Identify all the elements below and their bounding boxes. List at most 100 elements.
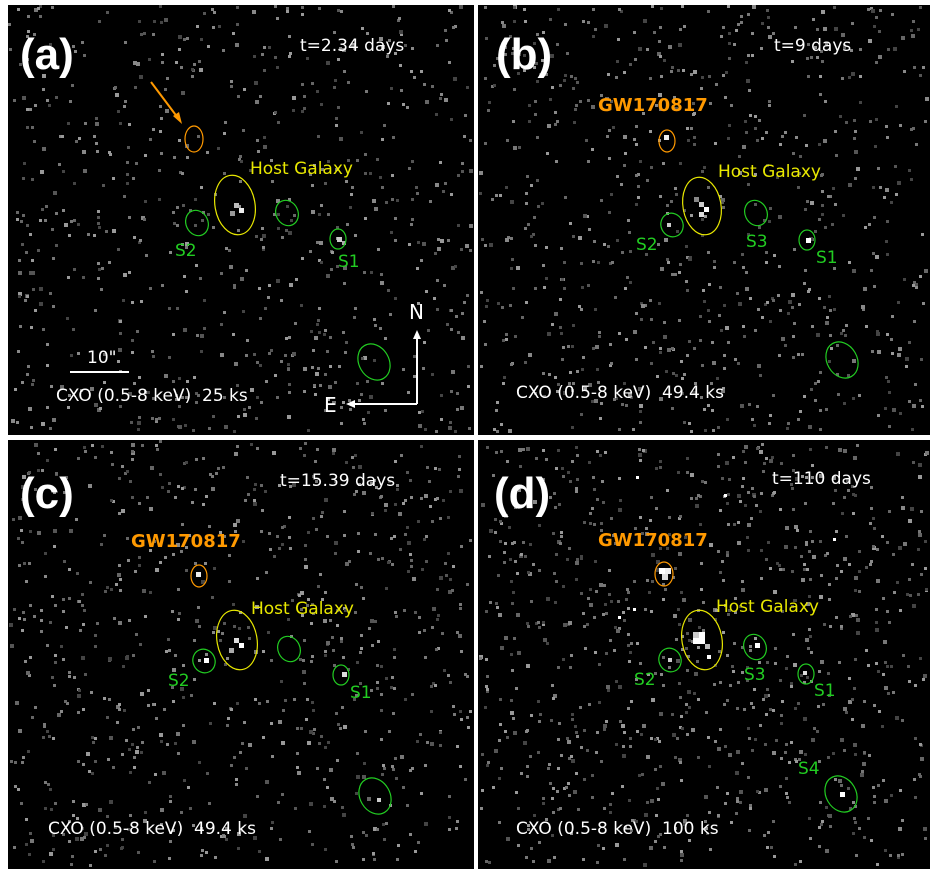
- noise-pixel: [243, 413, 247, 417]
- noise-pixel: [22, 177, 25, 180]
- noise-pixel: [562, 658, 565, 661]
- noise-pixel: [608, 129, 611, 132]
- noise-pixel: [535, 622, 538, 625]
- noise-pixel: [504, 636, 508, 640]
- noise-pixel: [60, 710, 63, 713]
- noise-pixel: [917, 28, 920, 31]
- noise-pixel: [640, 318, 643, 321]
- noise-pixel: [336, 226, 339, 229]
- noise-pixel: [108, 657, 112, 661]
- panel-c: (c) t=15.39 days GW170817 Host Galaxy S2…: [8, 440, 474, 869]
- noise-pixel: [750, 517, 753, 520]
- noise-pixel: [764, 694, 768, 698]
- noise-pixel: [163, 708, 166, 711]
- noise-pixel: [125, 739, 128, 742]
- noise-pixel: [340, 637, 343, 640]
- noise-pixel: [395, 777, 398, 780]
- noise-pixel: [690, 127, 693, 130]
- noise-pixel: [432, 682, 435, 685]
- noise-pixel: [333, 31, 336, 34]
- noise-pixel: [659, 351, 662, 354]
- noise-pixel: [885, 376, 888, 379]
- noise-pixel: [799, 155, 802, 158]
- noise-pixel: [517, 807, 520, 810]
- noise-pixel: [620, 183, 623, 186]
- noise-pixel: [109, 800, 113, 804]
- noise-pixel: [892, 408, 896, 412]
- noise-pixel: [907, 665, 910, 668]
- noise-pixel: [391, 563, 394, 566]
- noise-pixel: [643, 863, 647, 867]
- noise-pixel: [488, 555, 491, 558]
- noise-pixel: [46, 364, 49, 367]
- noise-pixel: [50, 808, 53, 811]
- noise-pixel: [680, 850, 683, 853]
- noise-pixel: [464, 673, 467, 676]
- noise-pixel: [843, 46, 846, 49]
- noise-pixel: [685, 703, 688, 706]
- noise-pixel: [576, 558, 579, 561]
- noise-pixel: [466, 86, 469, 89]
- noise-pixel: [825, 42, 828, 45]
- noise-pixel: [708, 765, 711, 768]
- host-galaxy-label: Host Galaxy: [251, 599, 354, 619]
- noise-pixel: [82, 276, 85, 279]
- noise-pixel: [806, 676, 809, 679]
- noise-pixel: [828, 598, 831, 601]
- noise-pixel: [649, 130, 652, 133]
- noise-pixel: [883, 640, 887, 644]
- noise-pixel: [318, 7, 321, 10]
- noise-pixel: [195, 392, 198, 395]
- noise-pixel: [335, 124, 338, 127]
- noise-pixel: [607, 73, 610, 76]
- noise-pixel: [340, 422, 343, 425]
- noise-pixel: [888, 425, 891, 428]
- noise-pixel: [769, 567, 772, 570]
- noise-pixel: [520, 553, 523, 556]
- noise-pixel: [523, 69, 526, 72]
- noise-pixel: [324, 329, 327, 332]
- noise-pixel: [500, 646, 504, 650]
- noise-pixel: [270, 349, 273, 352]
- noise-pixel: [683, 823, 686, 826]
- noise-pixel: [841, 512, 844, 515]
- noise-pixel: [108, 151, 111, 154]
- exposure-label: CXO (0.5-8 keV) 100 ks: [516, 819, 719, 839]
- noise-pixel: [253, 502, 257, 506]
- noise-pixel: [268, 352, 271, 355]
- noise-pixel: [853, 137, 856, 140]
- noise-pixel: [374, 324, 377, 327]
- noise-pixel: [106, 716, 109, 719]
- noise-pixel: [423, 341, 426, 344]
- noise-pixel: [721, 560, 724, 563]
- noise-pixel: [182, 204, 185, 207]
- noise-pixel: [545, 277, 548, 280]
- noise-pixel: [245, 269, 248, 272]
- noise-pixel: [202, 211, 205, 214]
- noise-pixel: [740, 15, 743, 18]
- noise-pixel: [675, 374, 678, 377]
- noise-pixel: [580, 308, 583, 311]
- noise-pixel: [562, 585, 565, 588]
- noise-pixel: [316, 90, 319, 93]
- noise-pixel: [88, 770, 91, 773]
- noise-pixel: [218, 25, 221, 28]
- noise-pixel: [404, 533, 407, 536]
- noise-pixel: [379, 327, 382, 330]
- noise-pixel: [411, 160, 414, 163]
- noise-pixel: [495, 409, 498, 412]
- noise-pixel: [724, 802, 727, 805]
- noise-pixel: [557, 808, 560, 811]
- noise-pixel: [836, 564, 839, 567]
- noise-pixel: [418, 411, 421, 414]
- noise-pixel: [792, 152, 795, 155]
- noise-pixel: [360, 647, 363, 650]
- noise-pixel: [326, 786, 329, 789]
- noise-pixel: [810, 388, 813, 391]
- noise-pixel: [723, 304, 726, 307]
- noise-pixel: [349, 408, 352, 411]
- noise-pixel: [385, 587, 388, 590]
- noise-pixel: [417, 241, 420, 244]
- noise-pixel: [711, 341, 714, 344]
- noise-pixel: [262, 736, 265, 739]
